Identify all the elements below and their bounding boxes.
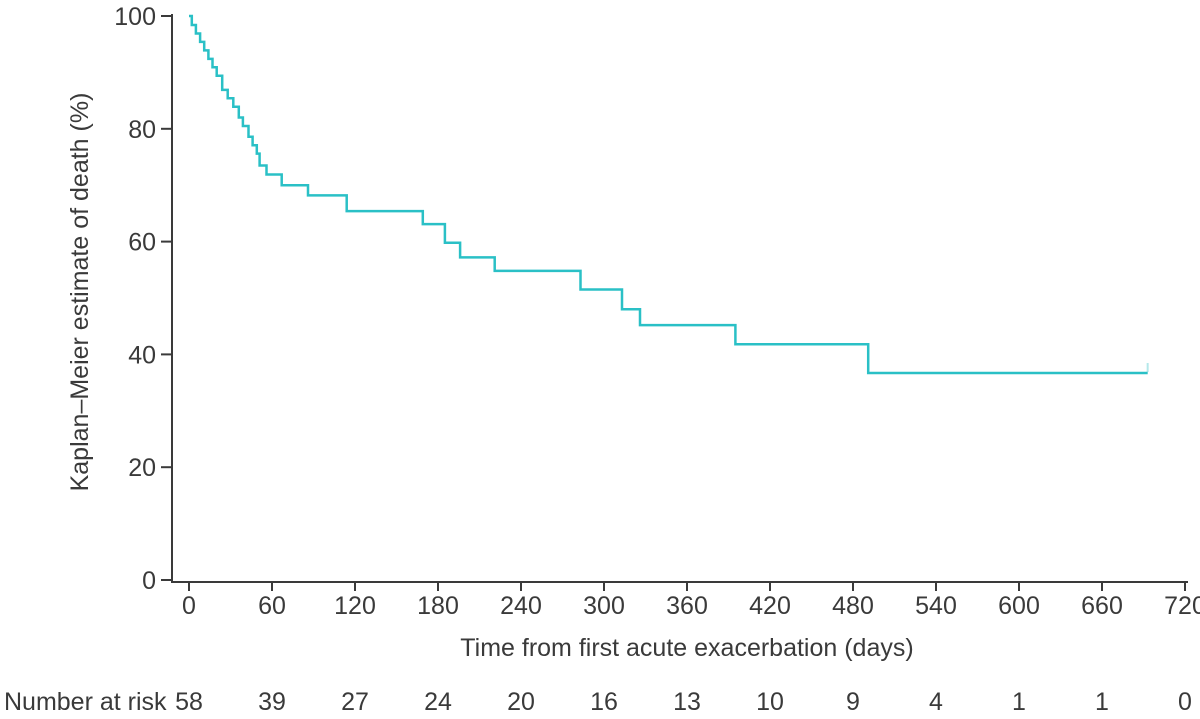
x-tick-label: 600 (998, 592, 1040, 620)
y-axis-title: Kaplan–Meier estimate of death (%) (66, 93, 94, 492)
x-tick-label: 720 (1164, 592, 1200, 620)
number-at-risk-value: 1 (1095, 688, 1109, 716)
y-tick-label: 0 (142, 567, 156, 595)
number-at-risk-value: 39 (258, 688, 286, 716)
y-axis-ticks: 0 20 40 60 80 100 (114, 3, 172, 595)
x-tick-label: 420 (749, 592, 791, 620)
number-at-risk-value: 16 (590, 688, 618, 716)
x-tick-label: 660 (1081, 592, 1123, 620)
y-tick-label: 60 (128, 229, 156, 257)
y-tick-label: 80 (128, 116, 156, 144)
x-tick-label: 300 (583, 592, 625, 620)
x-tick-label: 60 (258, 592, 286, 620)
number-at-risk-value: 1 (1012, 688, 1026, 716)
number-at-risk-value: 10 (756, 688, 784, 716)
x-axis-ticks: 0 60 120 180 240 300 360 420 480 540 600 660 720 (182, 583, 1200, 620)
number-at-risk-value: 58 (175, 688, 203, 716)
x-tick-label: 540 (915, 592, 957, 620)
x-tick-label: 240 (500, 592, 542, 620)
number-at-risk-value: 13 (673, 688, 701, 716)
number-at-risk-value: 27 (341, 688, 369, 716)
km-curve (189, 14, 1148, 375)
number-at-risk-value: 20 (507, 688, 535, 716)
number-at-risk-label: Number at risk (4, 688, 167, 716)
x-axis-title: Time from first acute exacerbation (days… (460, 634, 913, 662)
number-at-risk-value: 0 (1178, 688, 1192, 716)
number-at-risk-row: Number at risk 58 39 27 24 20 16 13 10 9 4 1 1 0 (4, 688, 1192, 716)
y-tick-label: 20 (128, 454, 156, 482)
y-tick-label: 100 (114, 3, 156, 31)
x-tick-label: 480 (832, 592, 874, 620)
x-tick-label: 0 (182, 592, 196, 620)
number-at-risk-value: 9 (846, 688, 860, 716)
x-tick-label: 360 (666, 592, 708, 620)
y-tick-label: 40 (128, 341, 156, 369)
x-tick-label: 180 (417, 592, 459, 620)
number-at-risk-value: 4 (929, 688, 943, 716)
number-at-risk-value: 24 (424, 688, 452, 716)
x-tick-label: 120 (334, 592, 376, 620)
